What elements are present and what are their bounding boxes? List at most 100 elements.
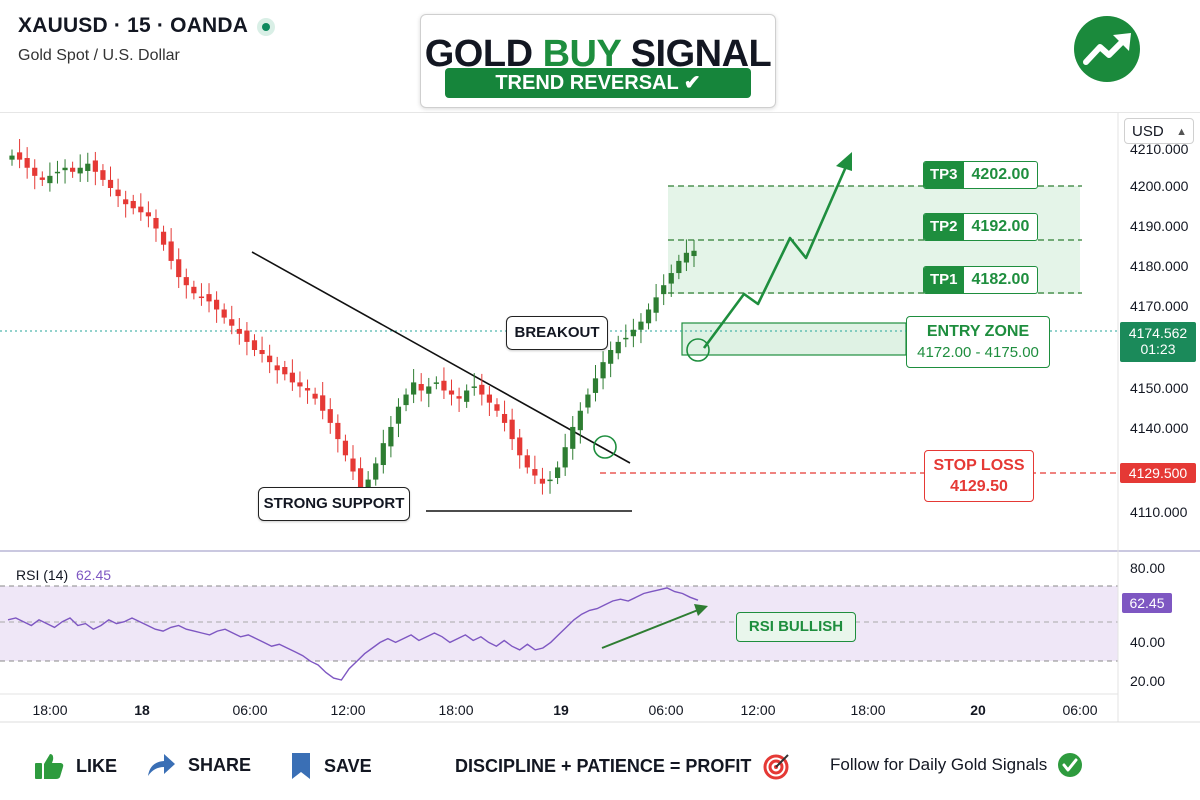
candle-body: [350, 458, 356, 472]
symbol-title[interactable]: XAUUSD · 15 · OANDA: [18, 14, 249, 37]
x-tick-4: 18:00: [438, 702, 473, 718]
x-tick-5: 19: [553, 702, 569, 718]
candle-body: [456, 396, 462, 399]
candle-body: [570, 426, 576, 449]
candle-body: [176, 259, 182, 278]
currency-value: USD: [1132, 123, 1164, 140]
tp1-value: 4182.00: [971, 271, 1030, 288]
candle-body: [577, 410, 583, 431]
tp3-tag: TP3 4202.00: [923, 161, 1039, 189]
candle-body: [501, 413, 508, 423]
breakout-circle: [593, 435, 617, 459]
rsi-tick-80: 80.00: [1130, 560, 1165, 576]
candle-body: [676, 260, 682, 274]
candle-body: [244, 330, 250, 342]
bookmark-icon: [292, 753, 310, 779]
candle-body: [191, 286, 197, 294]
rsi-tick-40: 40.00: [1130, 634, 1165, 650]
currency-select[interactable]: USD ▲: [1124, 118, 1194, 144]
projection-arrowhead: [836, 152, 852, 171]
candle-body: [517, 437, 523, 456]
candle-body: [267, 355, 273, 363]
candle-body: [342, 440, 349, 456]
stop-loss-title: STOP LOSS: [933, 457, 1025, 474]
candle-body: [39, 177, 45, 180]
candle-body: [92, 160, 98, 172]
rsi-line: [7, 587, 699, 681]
rsi-label: RSI (14): [16, 567, 68, 583]
stop-loss-price-tag: 4129.500: [1120, 463, 1196, 483]
candle-body: [77, 167, 83, 174]
projection-arrow: [702, 161, 850, 349]
candle-body: [630, 329, 636, 337]
rsi-arrowhead: [694, 604, 708, 616]
footer-bar: LIKE SHARE SAVE DISCIPLINE + PATIENCE = …: [0, 730, 1200, 800]
candle-body: [214, 299, 220, 310]
header-divider: [0, 112, 1200, 113]
share-button[interactable]: SHARE: [146, 752, 251, 778]
y-tick-4170: 4170.000: [1130, 298, 1189, 314]
candle-body: [547, 479, 553, 482]
candle-body: [153, 217, 159, 229]
candle-body: [357, 468, 364, 492]
candle-body: [608, 350, 614, 364]
y-tick-4150: 4150.000: [1130, 380, 1189, 396]
rsi-tick-20: 20.00: [1130, 673, 1165, 689]
stop-loss-value: 4129.50: [950, 478, 1008, 495]
candle-body: [668, 273, 674, 284]
candle-body: [251, 340, 258, 350]
x-tick-3: 12:00: [330, 702, 365, 718]
share-label: SHARE: [188, 754, 252, 775]
rsi-value: 62.45: [76, 567, 111, 583]
tp2-tag: TP2 4192.00: [923, 213, 1039, 241]
candle-body: [54, 171, 61, 174]
candle-body: [327, 409, 333, 423]
candle-body: [289, 372, 295, 383]
candle-body: [395, 406, 402, 424]
like-button[interactable]: LIKE: [34, 752, 117, 780]
strong-support-label: STRONG SUPPORT: [258, 487, 410, 521]
rsi-band: [0, 586, 1118, 661]
y-tick-4140: 4140.000: [1130, 420, 1189, 436]
candle-body: [623, 337, 629, 340]
candle-body: [130, 200, 136, 209]
y-tick-4190: 4190.000: [1130, 218, 1189, 234]
current-price-value: 4174.562: [1128, 325, 1188, 341]
candle-body: [403, 394, 409, 406]
candle-body: [304, 388, 311, 391]
x-tick-9: 20: [970, 702, 986, 718]
candle-body: [70, 167, 76, 172]
candle-body: [206, 294, 212, 302]
candle-body: [145, 212, 151, 217]
save-button[interactable]: SAVE: [290, 752, 372, 780]
candle-body: [259, 350, 265, 355]
candle-body: [479, 384, 485, 395]
tp2-value: 4192.00: [971, 218, 1030, 235]
x-tick-1: 18: [134, 702, 150, 718]
candle-body: [532, 469, 538, 476]
check-circle-icon: [1058, 753, 1083, 777]
candle-body: [198, 296, 205, 299]
entry-circle: [686, 338, 710, 362]
tp3-value: 4202.00: [971, 166, 1030, 183]
follow-note[interactable]: Follow for Daily Gold Signals: [830, 752, 1083, 778]
thumbs-up-icon: [35, 754, 64, 779]
candle-body: [100, 170, 106, 180]
candle-body: [62, 167, 68, 171]
stop-loss-label: STOP LOSS 4129.50: [924, 450, 1034, 502]
candle-body: [448, 390, 455, 395]
tp1-key: TP1: [924, 267, 964, 293]
share-arrow-icon: [148, 754, 175, 776]
candle-body: [471, 386, 477, 388]
candle-body: [585, 394, 591, 408]
candle-body: [107, 179, 114, 188]
trendline: [251, 251, 631, 464]
candle-body: [592, 378, 599, 393]
entry-title: ENTRY ZONE: [926, 323, 1030, 340]
candle-body: [168, 241, 174, 261]
candle-body: [9, 155, 15, 160]
candle-body: [297, 382, 303, 387]
candle-body: [282, 367, 288, 375]
x-tick-8: 18:00: [850, 702, 885, 718]
